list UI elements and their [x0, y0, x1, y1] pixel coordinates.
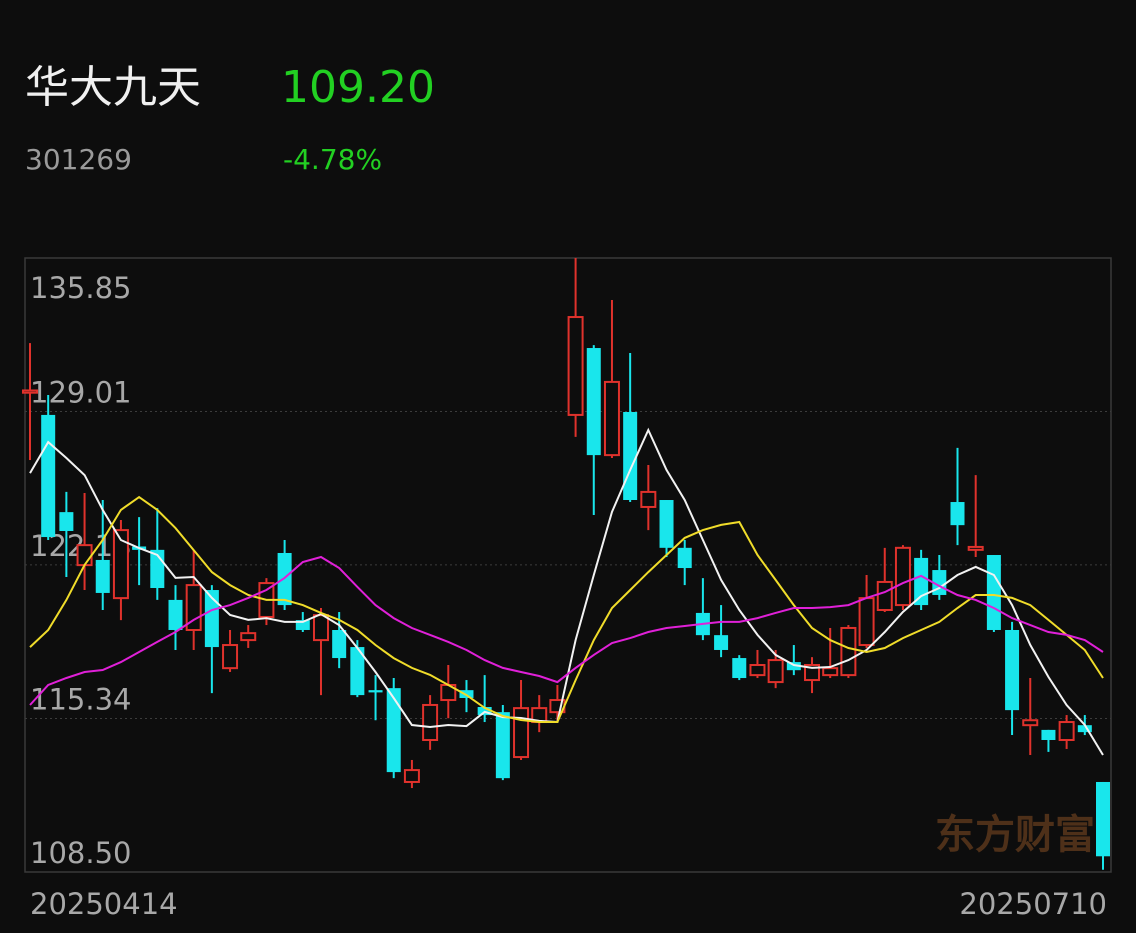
candle-body	[112, 529, 129, 600]
candle-body	[368, 690, 383, 693]
candle-body	[168, 599, 183, 630]
candle-body	[967, 545, 984, 551]
moving-average-line	[29, 495, 1104, 723]
candle-body	[659, 500, 674, 548]
candle-body	[876, 580, 893, 612]
candle-body	[786, 662, 801, 671]
candle-body	[59, 512, 74, 531]
y-tick-label: 135.85	[30, 271, 131, 305]
candle-body	[767, 659, 784, 684]
candle-body	[677, 547, 692, 569]
candle-body	[894, 546, 911, 607]
candle-body	[732, 658, 747, 679]
candle-body	[623, 412, 638, 501]
candle-body	[640, 490, 657, 508]
candle-body	[986, 555, 1001, 630]
candle-body	[386, 688, 401, 773]
candle-body	[22, 389, 38, 394]
candle-body	[41, 414, 56, 538]
stock-price: 109.20	[281, 62, 435, 113]
candle-body	[804, 664, 821, 682]
stock-change: -4.78%	[283, 143, 382, 176]
candle-body	[1022, 719, 1039, 727]
x-tick-label: 20250710	[959, 887, 1107, 921]
candle-body	[567, 316, 584, 416]
candle-body	[1058, 721, 1075, 741]
candle-body	[495, 712, 510, 779]
candle-body	[312, 614, 329, 642]
candle-body	[76, 544, 93, 567]
candle-body	[1041, 729, 1056, 740]
candle-body	[332, 629, 347, 659]
moving-average-line	[29, 555, 1104, 706]
candle-body	[822, 667, 839, 677]
candle-body	[1005, 629, 1020, 711]
candle-body	[422, 703, 439, 741]
watermark: 东方财富	[935, 812, 1095, 858]
candle-body	[204, 590, 219, 648]
candle-body	[603, 380, 620, 457]
y-tick-label: 108.50	[30, 836, 131, 870]
candle-body	[858, 597, 875, 647]
candle-body	[714, 635, 729, 650]
candle-body	[295, 620, 310, 630]
candle-body	[749, 664, 766, 677]
candle-body	[513, 707, 530, 759]
candle-body	[840, 626, 857, 677]
candle-body	[586, 348, 601, 456]
candle-body	[350, 647, 365, 696]
moving-average-line	[29, 427, 1104, 756]
candle-body	[240, 632, 257, 642]
candle-body	[1077, 725, 1092, 733]
y-tick-label: 115.34	[30, 682, 131, 716]
stock-name: 华大九天	[25, 62, 201, 113]
y-tick-label: 129.01	[30, 376, 131, 410]
candle-body	[950, 502, 965, 526]
candle-body	[1096, 781, 1110, 857]
stock-code: 301269	[25, 143, 132, 176]
candle-body	[95, 559, 110, 593]
candle-body	[914, 557, 929, 606]
candle-body	[222, 644, 239, 670]
candle-body	[403, 769, 420, 783]
x-tick-label: 20250414	[30, 887, 178, 921]
